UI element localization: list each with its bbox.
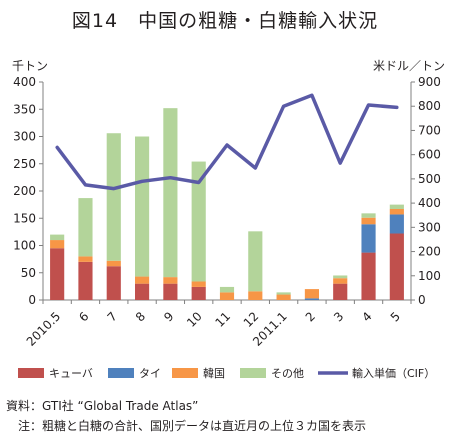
page-title: 図14 中国の粗糖・白糖輸入状況 [71, 10, 379, 32]
bar-segment [304, 289, 319, 299]
y-left-tick-label: 150 [13, 211, 36, 225]
y-right-tick-label: 300 [418, 220, 441, 234]
bar-segment [361, 224, 376, 253]
legend-label: その他 [271, 367, 304, 380]
y-left-tick-label: 350 [13, 102, 36, 116]
bar-segment [389, 208, 404, 215]
bar-segment [333, 283, 348, 300]
bar-segment [106, 133, 121, 261]
bar-segment [276, 292, 291, 295]
axes: 0 50 100 150 200 250 300 350 400 0 100 200 300 400 500… [13, 75, 441, 349]
legend-swatch [240, 368, 266, 378]
bar-segment [248, 291, 263, 300]
bar-segment [78, 261, 93, 300]
bar-segment [389, 214, 404, 234]
bar-segment [333, 275, 348, 279]
bar-segment [276, 294, 291, 300]
bar-segment [135, 136, 150, 277]
y-left-tick-label: 300 [13, 130, 36, 144]
y-left-tick-label: 250 [13, 157, 36, 171]
x-tick-label: 12 [241, 309, 262, 330]
legend-swatch [172, 368, 198, 378]
x-tick-label: 4 [359, 309, 374, 324]
legend-label: タイ [139, 367, 161, 380]
x-tick-label: 6 [76, 309, 91, 324]
bar-segment [361, 213, 376, 218]
bar-segment [191, 161, 206, 282]
bar-segment [78, 256, 93, 262]
bar-segment [135, 276, 150, 284]
bar-segment [333, 278, 348, 284]
legend: キューバ タイ 韓国 その他 輸入単価（CIF） [18, 366, 435, 380]
bar-segment [50, 248, 65, 300]
x-tick-label: 8 [133, 309, 148, 324]
price-series-line [55, 93, 399, 191]
x-tick-label: 2010.5 [24, 309, 64, 349]
y-left-tick-label: 0 [28, 293, 36, 307]
x-tick-label: 5 [388, 309, 403, 324]
x-tick-label: 10 [184, 309, 205, 330]
bar-segment [78, 198, 93, 257]
bar-segment [191, 281, 206, 287]
bar-segment [361, 252, 376, 300]
price-line [55, 93, 399, 191]
y-left-tick-label: 200 [13, 184, 36, 198]
y-right-tick-label: 400 [418, 196, 441, 210]
y-right-tick-label: 700 [418, 123, 441, 137]
bar-segment [163, 283, 178, 300]
y-right-tick-label: 100 [418, 269, 441, 283]
bar-segment [389, 233, 404, 300]
bar-segment [163, 108, 178, 278]
legend-label: 輸入単価（CIF） [352, 366, 435, 380]
y-right-tick-label: 800 [418, 99, 441, 113]
y-right-unit-label: 米ドル／トン [373, 59, 445, 73]
bar-segment [361, 217, 376, 225]
bar-segment [106, 266, 121, 300]
x-tick-label: 9 [161, 309, 176, 324]
footnote: 注：粗糖と白糖の合計、国別データは直近月の上位３カ国を表示 [6, 419, 367, 433]
x-tick-label: 3 [331, 309, 346, 324]
bar-segment [163, 277, 178, 284]
x-tick-label: 11 [212, 309, 233, 330]
legend-label: キューバ [49, 367, 93, 380]
bar-segment [191, 286, 206, 300]
x-tick-label: 2 [303, 309, 318, 324]
bar-segment [219, 292, 235, 300]
bar-segment [304, 298, 319, 300]
bars [50, 108, 404, 300]
y-left-tick-label: 50 [21, 266, 36, 280]
bar-segment [50, 240, 65, 249]
bar-segment [106, 260, 121, 267]
y-right-tick-label: 500 [418, 172, 441, 186]
y-left-unit-label: 千トン [12, 59, 48, 73]
legend-swatch [108, 368, 134, 378]
source-note: 資料：GTI社 “Global Trade Atlas” [6, 399, 199, 413]
y-left-tick-label: 100 [13, 239, 36, 253]
y-right-tick-label: 900 [418, 75, 441, 89]
y-right-tick-label: 600 [418, 148, 441, 162]
y-right-tick-label: 200 [418, 245, 441, 259]
bar-segment [248, 231, 263, 292]
legend-swatch [18, 368, 44, 378]
bar-segment [389, 204, 404, 209]
bar-segment [50, 234, 65, 241]
x-tick-label: 7 [105, 309, 120, 324]
bar-segment [135, 283, 150, 300]
bar-segment [219, 286, 235, 293]
y-left-tick-label: 400 [13, 75, 36, 89]
legend-label: 韓国 [203, 367, 225, 380]
y-right-tick-label: 0 [418, 293, 426, 307]
